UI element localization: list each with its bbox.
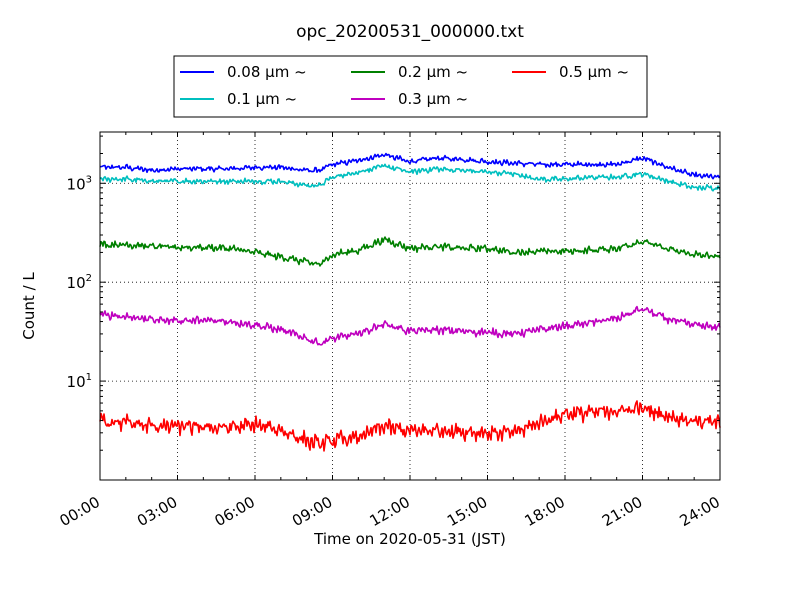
- series-line: [99, 236, 721, 267]
- plot-frame: [99, 131, 721, 481]
- legend-items: 0.08 μm ~ 0.1 μm ~ 0.2 μm ~ 0.3 μm ~ 0.5 μm …: [180, 63, 629, 108]
- chart-title: opc_20200531_000000.txt: [296, 22, 524, 42]
- legend-item: 0.3 μm ~: [351, 90, 468, 108]
- series-line: [99, 163, 721, 192]
- legend-item: 0.08 μm ~: [180, 63, 307, 81]
- legend-label: 0.08 μm ~: [227, 63, 307, 81]
- y-tick-label: 101: [67, 372, 92, 391]
- y-tick-labels: 101 102 103: [67, 174, 92, 391]
- y-axis-label: Count / L: [20, 272, 38, 340]
- series-lines: [99, 152, 721, 452]
- x-axis-label: Time on 2020-05-31 (JST): [313, 530, 506, 548]
- legend-label: 0.5 μm ~: [559, 63, 629, 81]
- legend-label: 0.2 μm ~: [398, 63, 468, 81]
- legend-label: 0.1 μm ~: [227, 90, 297, 108]
- legend: 0.08 μm ~ 0.1 μm ~ 0.2 μm ~ 0.3 μm ~ 0.5 μm …: [173, 55, 648, 118]
- legend-item: 0.1 μm ~: [180, 90, 297, 108]
- y-tick-label: 102: [67, 273, 92, 292]
- plot-area: [99, 131, 721, 481]
- series-line: [99, 152, 721, 180]
- series-line: [99, 400, 721, 452]
- plot-background: [100, 132, 720, 480]
- legend-item: 0.2 μm ~: [351, 63, 468, 81]
- legend-label: 0.3 μm ~: [398, 90, 468, 108]
- series-line: [99, 305, 721, 346]
- legend-item: 0.5 μm ~: [512, 63, 629, 81]
- legend-frame: [173, 55, 648, 118]
- grid-lines: [100, 132, 720, 480]
- y-tick-label: 103: [67, 174, 92, 193]
